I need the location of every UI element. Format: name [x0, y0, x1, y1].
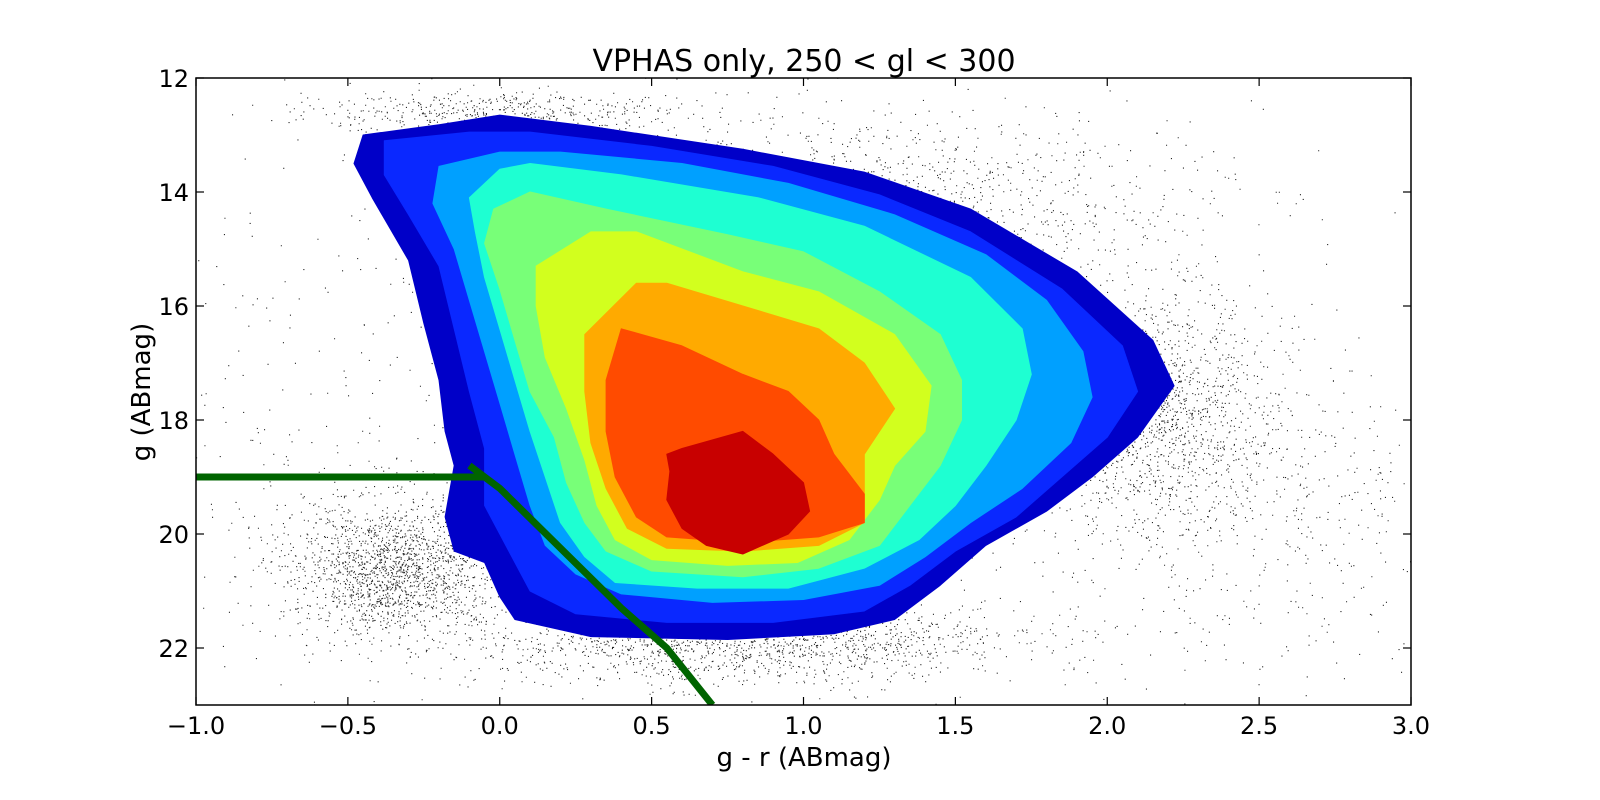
x-axis-label: g - r (ABmag): [716, 743, 891, 773]
x-tick-label: 1.5: [936, 712, 974, 740]
x-tick-label: 3.0: [1392, 712, 1430, 740]
y-tick-label: 22: [158, 635, 189, 663]
x-tick-label: −0.5: [319, 712, 377, 740]
y-axis-label: g (ABmag): [127, 323, 157, 461]
cut-lines: [196, 462, 716, 705]
chart-title: VPHAS only, 250 < gl < 300: [592, 44, 1015, 79]
y-tick-label: 12: [158, 65, 189, 93]
density-contours: [353, 114, 1175, 640]
y-tick-label: 18: [158, 407, 189, 435]
cut-line-2: [467, 462, 716, 705]
axis-ticks: −1.0 −0.5 0.0 0.5 1.0 1.5 2.0 2.5 3.0 12 14 16 18 20 2…: [158, 65, 1430, 740]
y-tick-label: 16: [158, 293, 189, 321]
x-tick-label: 0.0: [481, 712, 519, 740]
y-tick-label: 20: [158, 521, 189, 549]
x-tick-label: 0.5: [633, 712, 671, 740]
y-tick-label: 14: [158, 179, 189, 207]
x-tick-label: −1.0: [167, 712, 225, 740]
x-tick-label: 1.0: [784, 712, 822, 740]
x-tick-label: 2.5: [1240, 712, 1278, 740]
x-tick-label: 2.0: [1088, 712, 1126, 740]
contour-level-9: [666, 430, 811, 555]
